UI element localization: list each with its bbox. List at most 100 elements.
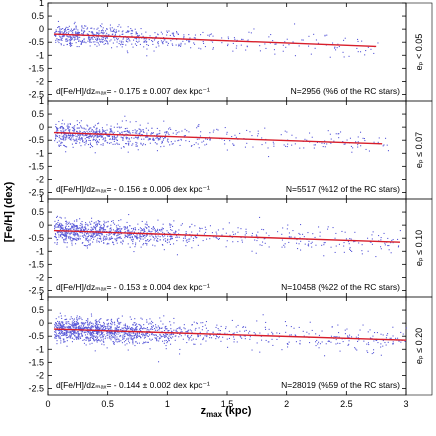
- data-point: [79, 142, 81, 144]
- data-point: [117, 237, 119, 239]
- data-point: [119, 132, 121, 134]
- data-point: [133, 329, 135, 331]
- data-point: [128, 130, 130, 132]
- data-point: [132, 227, 134, 229]
- data-point: [119, 329, 121, 331]
- data-point: [110, 232, 112, 234]
- data-point: [244, 237, 246, 239]
- data-point: [83, 234, 85, 236]
- data-point: [77, 29, 79, 31]
- data-point: [92, 335, 94, 337]
- data-point: [80, 120, 82, 122]
- data-point: [155, 137, 157, 139]
- data-point: [146, 240, 148, 242]
- data-point: [132, 243, 134, 245]
- data-point: [111, 335, 113, 337]
- data-point: [74, 37, 76, 39]
- data-point: [78, 31, 80, 33]
- data-point: [131, 335, 133, 337]
- data-point: [72, 326, 74, 328]
- data-point: [212, 131, 214, 133]
- data-point: [82, 322, 84, 324]
- data-point: [93, 226, 95, 228]
- data-point: [79, 235, 81, 237]
- data-point: [142, 35, 144, 37]
- data-point: [183, 37, 185, 39]
- data-point: [268, 246, 270, 248]
- data-point: [124, 228, 126, 230]
- data-point: [73, 332, 75, 334]
- data-point: [87, 324, 89, 326]
- data-point: [90, 331, 92, 333]
- data-point: [76, 140, 78, 142]
- data-point: [132, 241, 134, 243]
- data-point: [152, 137, 154, 139]
- data-point: [55, 224, 57, 226]
- data-point: [157, 133, 159, 135]
- data-point: [181, 331, 183, 333]
- data-point: [189, 37, 191, 39]
- data-point: [264, 127, 266, 129]
- data-point: [69, 233, 71, 235]
- data-point: [154, 142, 156, 144]
- fit-line: [53, 229, 401, 243]
- data-point: [63, 134, 65, 136]
- data-point: [92, 36, 94, 38]
- data-point: [361, 253, 363, 255]
- data-point: [69, 235, 71, 237]
- data-point: [126, 325, 128, 327]
- data-point: [77, 235, 79, 237]
- data-point: [186, 239, 188, 241]
- data-point: [65, 229, 67, 231]
- data-point: [225, 328, 227, 330]
- data-point: [296, 242, 298, 244]
- data-point: [231, 136, 233, 138]
- data-point: [89, 343, 91, 345]
- data-point: [72, 146, 74, 148]
- data-point: [62, 119, 64, 121]
- data-point: [81, 319, 83, 321]
- data-point: [116, 240, 118, 242]
- data-point: [225, 232, 227, 234]
- data-point: [163, 39, 165, 41]
- data-point: [167, 141, 169, 143]
- data-point: [124, 226, 126, 228]
- data-point: [213, 334, 215, 336]
- data-point: [213, 236, 215, 238]
- data-point: [100, 331, 102, 333]
- data-point: [318, 334, 320, 336]
- data-point: [68, 237, 70, 239]
- y-tick-label: -1: [36, 344, 44, 354]
- y-tick-label: -2.5: [28, 89, 44, 99]
- data-point: [136, 237, 138, 239]
- data-point: [128, 340, 130, 342]
- data-point: [174, 140, 176, 142]
- data-point: [117, 130, 119, 132]
- data-point: [157, 325, 159, 327]
- data-point: [112, 233, 114, 235]
- data-point: [106, 28, 108, 30]
- data-point: [127, 229, 129, 231]
- data-point: [99, 321, 101, 323]
- data-point: [63, 32, 65, 34]
- data-point: [60, 130, 62, 132]
- data-point: [186, 241, 188, 243]
- data-point: [303, 147, 305, 149]
- data-point: [122, 338, 124, 340]
- data-point: [234, 233, 236, 235]
- data-point: [78, 239, 80, 241]
- data-point: [249, 338, 251, 340]
- data-point: [104, 140, 106, 142]
- data-point: [75, 239, 77, 241]
- data-point: [134, 28, 136, 30]
- data-point: [65, 138, 67, 140]
- data-point: [112, 332, 114, 334]
- y-tick-label: -1.5: [28, 259, 44, 269]
- data-point: [61, 227, 63, 229]
- data-point: [74, 125, 76, 127]
- data-point: [117, 338, 119, 340]
- data-point: [78, 323, 80, 325]
- data-point: [123, 324, 125, 326]
- count-annotation: N=28019 (%59 of the RC stars): [281, 380, 400, 390]
- data-point: [313, 144, 315, 146]
